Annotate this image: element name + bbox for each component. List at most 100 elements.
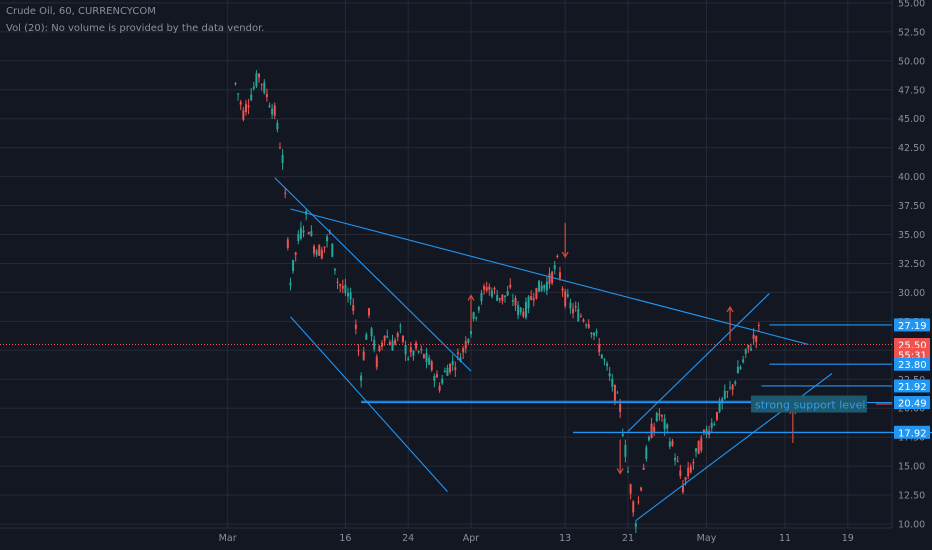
annotation-box[interactable] [751, 395, 867, 413]
candle-body [244, 103, 247, 113]
candle-body [519, 307, 522, 313]
candle-body [663, 418, 666, 430]
candle-body [592, 332, 595, 336]
symbol-legend[interactable]: Crude Oil, 60, CURRENCYCOM [6, 6, 156, 17]
y-tick-label: 37.50 [898, 201, 925, 212]
candle-body [333, 268, 336, 271]
y-tick-label: 35.00 [898, 230, 925, 241]
candle-body [517, 304, 520, 316]
candle-body [360, 375, 363, 381]
trendline[interactable] [274, 177, 472, 372]
candle-body [409, 347, 412, 353]
candle-body [687, 467, 690, 477]
candle-body [331, 243, 334, 257]
candle-body [532, 298, 535, 301]
candle-body [595, 331, 598, 334]
candle-body [252, 86, 255, 89]
candle-body [475, 317, 478, 319]
candle-body [456, 352, 459, 354]
candle-body [483, 286, 486, 290]
price-label-tag[interactable] [894, 318, 930, 332]
candle-body [540, 285, 543, 292]
candle-body [268, 105, 271, 108]
candle-body [666, 424, 669, 429]
x-tick-label: 16 [339, 533, 351, 544]
trendline[interactable] [627, 293, 770, 432]
price-label-text: 55:31 [898, 350, 927, 361]
candle-body [428, 357, 431, 365]
candle-body [299, 227, 302, 239]
candle-body [292, 259, 295, 272]
price-label-text: 21.92 [898, 382, 927, 393]
x-tick-label: Mar [219, 533, 237, 544]
candle-body [621, 434, 624, 436]
candle-body [749, 348, 752, 351]
candle-body [459, 357, 462, 362]
candle-body [480, 293, 483, 302]
candle-body [388, 342, 391, 346]
candle-body [556, 255, 559, 258]
price-label-tag[interactable] [894, 396, 930, 410]
y-tick-label: 52.50 [898, 27, 925, 38]
candle-body [702, 429, 705, 433]
candle-body [417, 351, 420, 353]
candle-body [276, 122, 279, 130]
price-label-tag[interactable] [894, 338, 930, 352]
candle-body [493, 287, 496, 290]
candle-body [755, 335, 758, 342]
candle-body [357, 350, 360, 352]
candle-body [561, 288, 564, 291]
y-tick-label: 42.50 [898, 143, 925, 154]
candle-body [634, 523, 637, 527]
candle-body [527, 296, 530, 309]
candle-body [242, 110, 245, 120]
candle-body [558, 272, 561, 279]
candle-body [435, 374, 438, 378]
candle-body [729, 387, 732, 389]
candle-body [504, 295, 507, 298]
candle-body [323, 246, 326, 248]
price-label-tag[interactable] [894, 357, 930, 371]
price-label-text: 25.50 [898, 341, 927, 352]
candle-body [736, 366, 739, 374]
trendline[interactable] [290, 208, 809, 346]
candle-body [545, 281, 548, 291]
candle-body [679, 470, 682, 477]
price-label-text: 23.80 [898, 360, 927, 371]
trendline[interactable] [290, 316, 448, 492]
price-label-tag[interactable] [894, 425, 930, 439]
candle-body [420, 348, 423, 351]
x-tick-label: 19 [842, 533, 854, 544]
candle-body [629, 484, 632, 494]
candle-body [577, 308, 580, 322]
candle-body [378, 345, 381, 352]
candle-body [477, 306, 480, 311]
price-label-tag[interactable] [894, 347, 930, 361]
candle-body [582, 319, 585, 322]
candle-body [281, 154, 284, 163]
candle-body [726, 391, 729, 393]
arrow-head-icon [616, 468, 624, 475]
candle-body [640, 487, 643, 491]
y-tick-label: 32.50 [898, 259, 925, 270]
support-annotation-label: strong support level [755, 399, 865, 412]
candle-body [697, 441, 700, 454]
candle-body [752, 334, 755, 339]
volume-legend[interactable]: Vol (20): No volume is provided by the d… [6, 23, 265, 34]
candle-body [394, 340, 397, 345]
price-label-tag[interactable] [894, 379, 930, 393]
candle-body [263, 82, 266, 93]
candle-body [692, 462, 695, 464]
arrow-head-icon [726, 305, 734, 313]
candle-body [569, 302, 572, 309]
candle-body [412, 350, 415, 356]
candle-body [370, 328, 373, 337]
candle-body [247, 105, 250, 108]
candle-body [564, 290, 567, 307]
candle-body [396, 333, 399, 337]
candle-body [347, 292, 350, 297]
candle-body [425, 353, 428, 362]
candle-body [310, 231, 313, 236]
candle-body [496, 295, 499, 301]
